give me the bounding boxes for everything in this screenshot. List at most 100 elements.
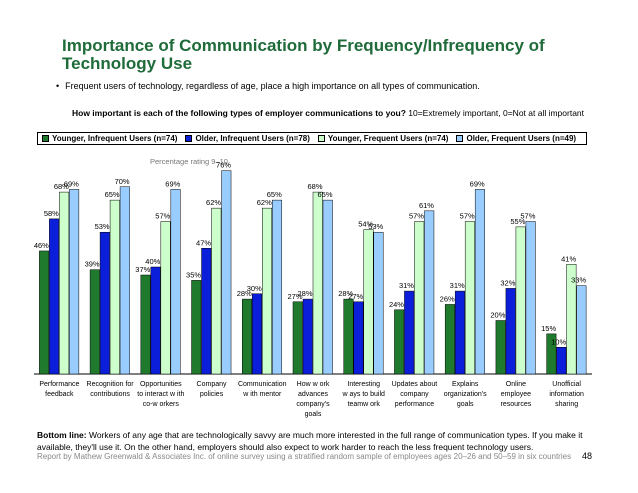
legend-swatch-younger-infrequent [42,135,49,142]
data-label: 68% [307,182,322,191]
category-label: feedback [45,391,74,398]
legend-item-younger-infrequent: Younger, Infrequent Users (n=74) [42,134,177,143]
bar [59,191,70,375]
footer-source: Report by Mathew Greenwald & Associates … [37,452,572,461]
survey-question: How important is each of the following t… [72,108,584,118]
data-label: 28% [237,289,252,298]
data-label: 28% [297,289,312,298]
category-label: w ith mentor [242,391,282,398]
bar [201,248,212,375]
data-label: 69% [165,179,180,188]
bar [242,298,253,375]
bottom-line-text: Workers of any age that are technologica… [37,430,583,452]
category-label: co-w orkers [143,401,180,408]
bullet-text: Frequent users of technology, regardless… [65,81,480,91]
bar [373,231,384,375]
category-label: Unofficial [552,381,581,388]
data-label: 65% [267,190,282,199]
data-label: 57% [460,212,475,221]
category-label: sharing [555,401,578,408]
category-label: teamw ork [348,401,381,408]
chart-subtitle: Percentage rating 9–10 [150,157,228,166]
category-label: goals [305,411,322,418]
category-label: goals [457,401,474,408]
data-label: 15% [541,324,556,333]
bullet-point: • Frequent users of technology, regardles… [56,81,480,91]
bar [150,266,161,375]
bar [292,301,303,375]
category-label: organization's [444,391,487,398]
legend-swatch-younger-frequent [317,135,325,142]
legend-item-older-frequent: Older, Frequent Users (n=49) [456,134,576,143]
bar-chart: 46%58%68%69%Performancefeedback39%53%65%… [34,161,592,418]
category-label: resources [501,401,532,408]
category-label: information [549,391,584,398]
bar [474,189,485,375]
data-label: 76% [216,161,231,170]
legend-item-younger-frequent: Younger, Frequent Users (n=74) [317,134,448,143]
bar [424,210,435,375]
data-label: 55% [510,217,525,226]
bar [89,269,100,375]
data-label: 31% [399,281,414,290]
data-label: 68% [54,182,69,191]
category-label: Communication [238,381,287,388]
data-label: 10% [551,337,566,346]
category-label: advances [298,391,328,398]
legend-label: Younger, Infrequent Users (n=74) [52,134,178,143]
data-label: 53% [95,222,110,231]
bar [454,290,465,375]
data-label: 57% [520,212,535,221]
legend-label: Older, Frequent Users (n=49) [466,134,577,143]
chart-legend: Younger, Infrequent Users (n=74) Older, … [37,132,587,145]
bar [444,304,455,375]
bar [170,189,181,375]
data-label: 69% [470,179,485,188]
bottom-line-label: Bottom line: [37,430,87,440]
data-label: 58% [44,209,59,218]
data-label: 61% [419,201,434,210]
data-label: 53% [368,222,383,231]
data-label: 31% [450,281,465,290]
category-label: Company [197,381,227,388]
bar [160,221,171,375]
category-label: to interact w ith [137,391,184,398]
bar [394,309,405,375]
question-text: How important is each of the following t… [72,108,406,118]
bar [49,218,60,375]
slide-title: Importance of Communication by Frequency… [62,36,545,73]
bar [272,199,283,375]
bar [363,229,374,375]
category-label: Online [506,381,526,388]
bar [302,298,313,375]
bar [414,221,425,375]
data-label: 35% [186,270,201,279]
bar [119,186,130,375]
category-label: policies [200,391,224,398]
bottom-line: Bottom line: Workers of any age that are… [37,429,597,453]
bar [525,221,536,375]
category-label: company [400,391,429,398]
data-label: 26% [440,294,455,303]
data-label: 70% [115,177,130,186]
bar [99,231,110,375]
data-label: 39% [85,260,100,269]
data-label: 65% [317,190,332,199]
data-label: 30% [247,284,262,293]
data-label: 57% [409,212,424,221]
category-label: How w ork [297,381,330,388]
bar [404,290,415,375]
bullet-icon: • [56,81,60,91]
data-label: 32% [500,278,515,287]
category-label: Updates about [392,381,438,388]
legend-label: Older, Infrequent Users (n=78) [195,134,310,143]
bar [566,264,577,375]
page-number: 48 [582,451,593,461]
bar [191,280,202,375]
data-label: 47% [196,238,211,247]
bar [546,333,557,375]
bar [262,207,273,375]
bar [252,293,263,375]
data-label: 27% [287,292,302,301]
legend-swatch-older-infrequent [185,135,193,142]
